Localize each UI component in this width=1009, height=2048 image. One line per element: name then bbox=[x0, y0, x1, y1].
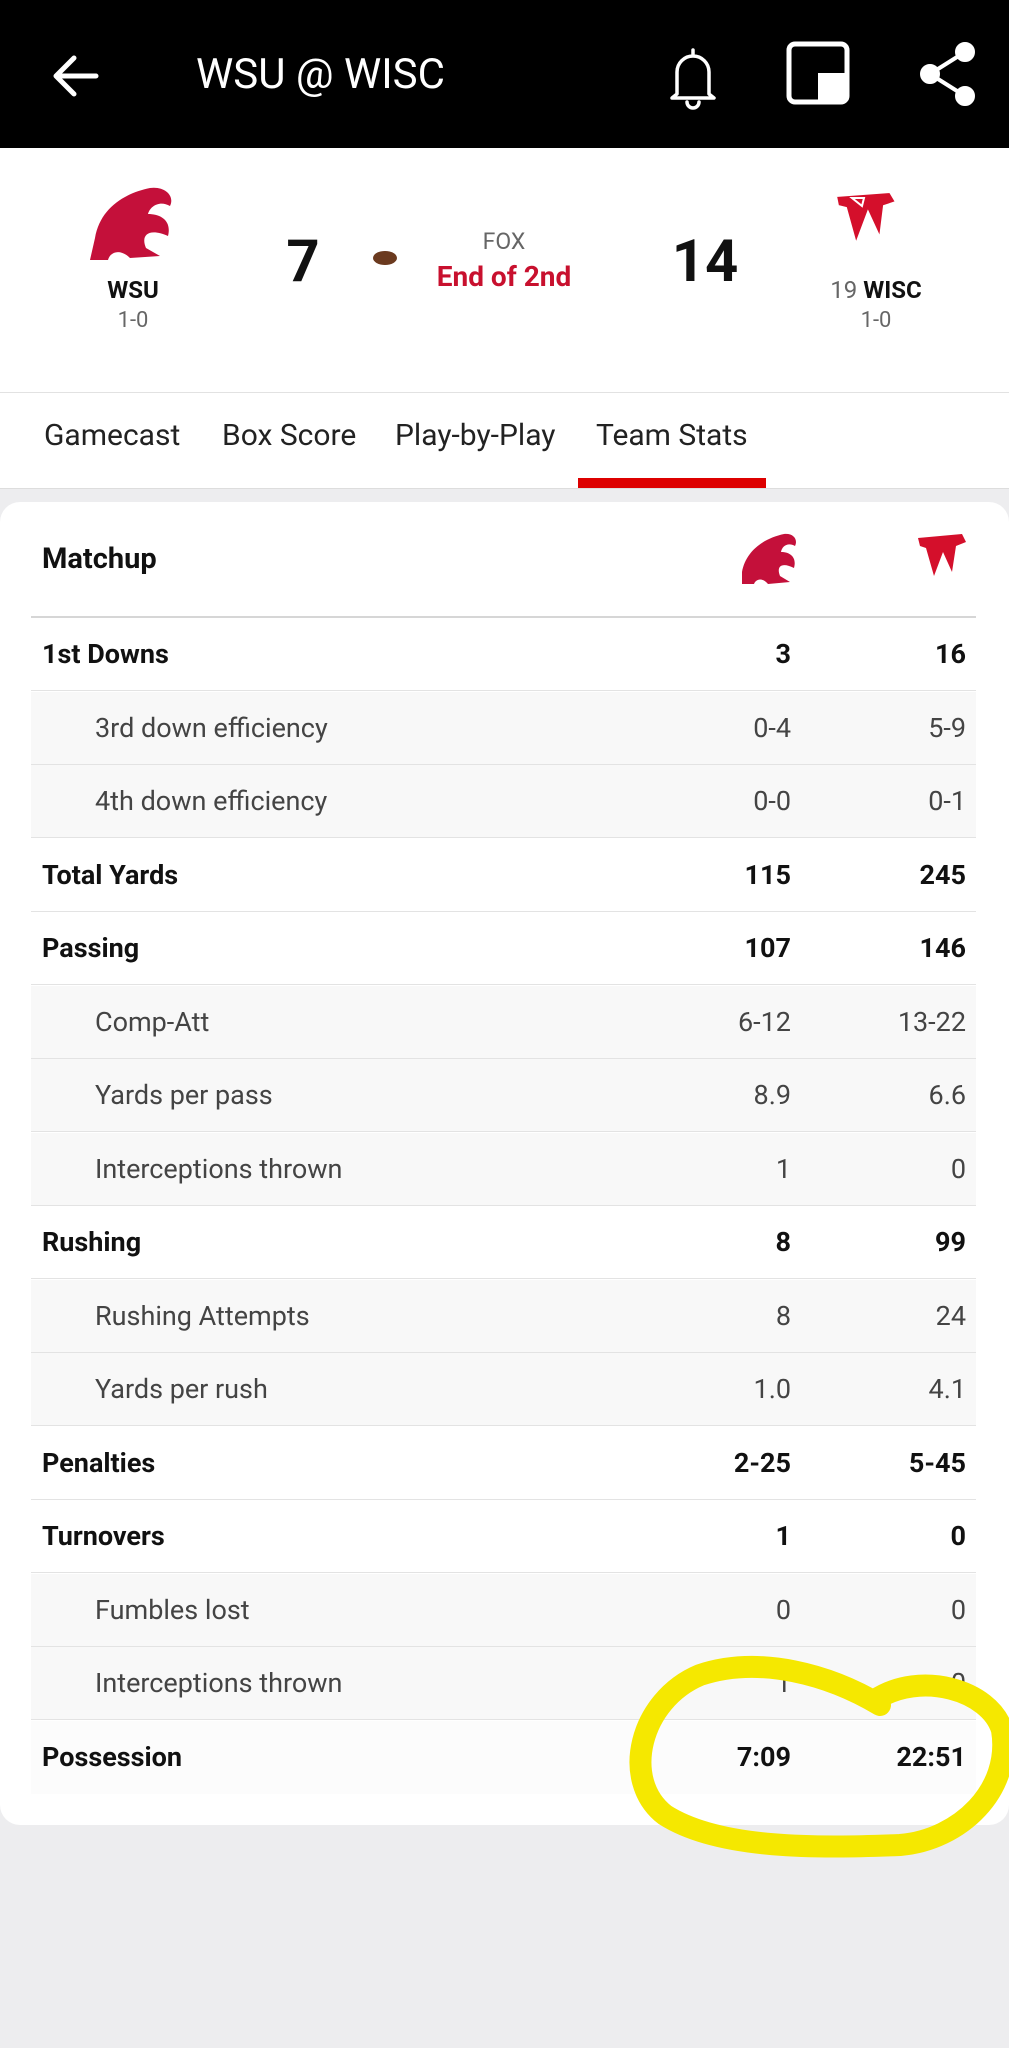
away-abbr: WSU bbox=[107, 276, 159, 304]
possession-football bbox=[373, 251, 397, 265]
stat-row: 4th down efficiency 0-0 0-1 bbox=[31, 765, 976, 838]
away-value: 1 bbox=[775, 1152, 791, 1185]
stat-label: Penalties bbox=[42, 1446, 156, 1479]
home-value: 0 bbox=[950, 1667, 966, 1699]
wisc-logo bbox=[834, 190, 898, 248]
stat-row: Yards per rush 1.0 4.1 bbox=[31, 1353, 976, 1426]
stat-label: 3rd down efficiency bbox=[95, 711, 328, 744]
stat-label: 4th down efficiency bbox=[95, 785, 328, 817]
game-status: End of 2nd bbox=[436, 260, 572, 293]
back-button[interactable] bbox=[53, 55, 99, 97]
stats-card: Matchup 1st Downs 3 16 3rd down efficiency 0… bbox=[0, 502, 1009, 1825]
pip-fill bbox=[818, 73, 847, 102]
tab[interactable]: Gamecast bbox=[44, 418, 181, 453]
scoreboard: WSU 1-0 7 FOX End of 2nd 14 19 WISC 1-0 bbox=[0, 148, 1009, 393]
away-value: 0 bbox=[775, 1593, 791, 1626]
away-value: 8 bbox=[775, 1299, 791, 1332]
stat-row: Fumbles lost 0 0 bbox=[31, 1573, 976, 1647]
home-value: 6.6 bbox=[928, 1079, 966, 1111]
stat-row: Rushing 8 99 bbox=[31, 1206, 976, 1279]
home-abbr: WISC bbox=[863, 276, 922, 304]
away-record: 1-0 bbox=[117, 308, 149, 333]
stat-label: Rushing bbox=[42, 1226, 142, 1258]
home-value: 146 bbox=[919, 932, 966, 964]
stat-label: Fumbles lost bbox=[95, 1593, 250, 1626]
share-button[interactable] bbox=[920, 42, 975, 106]
stat-row: Rushing Attempts 8 24 bbox=[31, 1279, 976, 1353]
tab[interactable]: Team Stats bbox=[596, 418, 748, 453]
tab[interactable]: Play-by-Play bbox=[395, 418, 556, 453]
home-value: 5-45 bbox=[908, 1446, 966, 1479]
stat-row: Total Yards 115 245 bbox=[31, 838, 976, 912]
away-value: 8.9 bbox=[753, 1079, 791, 1111]
stat-label: Passing bbox=[42, 932, 140, 964]
away-value: 6-12 bbox=[738, 1005, 791, 1038]
stat-row: Turnovers 1 0 bbox=[31, 1500, 976, 1573]
stat-row: Passing 107 146 bbox=[31, 912, 976, 985]
home-value: 16 bbox=[935, 638, 966, 670]
wsu-logo bbox=[90, 187, 172, 260]
away-score: 7 bbox=[286, 228, 320, 296]
home-rank: 19 bbox=[830, 276, 858, 304]
home-value: 5-9 bbox=[928, 711, 966, 744]
away-value: 115 bbox=[744, 858, 791, 891]
away-value: 1 bbox=[775, 1520, 792, 1552]
home-score: 14 bbox=[671, 228, 739, 296]
home-value: 13-22 bbox=[897, 1005, 966, 1038]
away-value: 8 bbox=[775, 1226, 792, 1258]
stat-row: Possession 7:09 22:51 bbox=[31, 1720, 976, 1794]
logos bbox=[90, 187, 898, 265]
app-bar: WSU @ WISC bbox=[0, 0, 1009, 148]
stats-title: Matchup bbox=[42, 542, 157, 576]
away-value: 107 bbox=[744, 932, 791, 964]
stat-label: 1st Downs bbox=[42, 638, 169, 670]
stat-row: Interceptions thrown 1 0 bbox=[31, 1647, 976, 1720]
stat-row: Interceptions thrown 1 0 bbox=[31, 1132, 976, 1206]
wisc-column-logo bbox=[918, 534, 966, 576]
tab-bar: Gamecast Box Score Play-by-Play Team Stats bbox=[0, 393, 1009, 489]
home-value: 0 bbox=[950, 1593, 966, 1626]
stat-label: Interceptions thrown bbox=[95, 1667, 343, 1699]
stat-label: Yards per rush bbox=[95, 1373, 268, 1405]
home-record: 1-0 bbox=[860, 308, 892, 333]
away-value: 7:09 bbox=[736, 1740, 791, 1773]
stat-row: 1st Downs 3 16 bbox=[31, 618, 976, 691]
wsu-column-logo bbox=[742, 533, 796, 584]
home-team: 19 WISC bbox=[830, 276, 921, 304]
stat-label: Interceptions thrown bbox=[95, 1152, 343, 1185]
home-value: 0 bbox=[950, 1152, 966, 1185]
home-value: 245 bbox=[919, 858, 966, 891]
away-value: 2-25 bbox=[733, 1446, 791, 1479]
home-value: 24 bbox=[935, 1299, 966, 1332]
stat-row: Penalties 2-25 5-45 bbox=[31, 1426, 976, 1500]
stat-label: Rushing Attempts bbox=[95, 1299, 310, 1332]
column-logos bbox=[31, 533, 976, 618]
home-value: 22:51 bbox=[896, 1740, 966, 1773]
tab[interactable]: Box Score bbox=[222, 418, 357, 453]
stat-row: 3rd down efficiency 0-4 5-9 bbox=[31, 691, 976, 765]
away-value: 1 bbox=[775, 1667, 791, 1699]
app-bar-icons bbox=[53, 41, 975, 110]
home-value: 99 bbox=[935, 1226, 966, 1258]
away-value: 3 bbox=[775, 638, 792, 670]
active-tab-indicator bbox=[578, 478, 766, 488]
notify-button[interactable] bbox=[670, 48, 716, 110]
stat-row: Yards per pass 8.9 6.6 bbox=[31, 1059, 976, 1132]
network: FOX bbox=[482, 228, 526, 255]
away-value: 0-0 bbox=[753, 785, 791, 817]
home-value: 4.1 bbox=[928, 1373, 966, 1405]
stat-label: Total Yards bbox=[42, 858, 179, 891]
stat-label: Possession bbox=[42, 1740, 183, 1773]
stat-row: Comp-Att 6-12 13-22 bbox=[31, 985, 976, 1059]
home-value: 0 bbox=[950, 1520, 967, 1552]
stat-label: Comp-Att bbox=[95, 1005, 210, 1038]
away-value: 1.0 bbox=[753, 1373, 791, 1405]
title: WSU @ WISC bbox=[196, 50, 445, 99]
stat-label: Turnovers bbox=[42, 1520, 165, 1552]
home-value: 0-1 bbox=[928, 785, 966, 817]
away-value: 0-4 bbox=[753, 711, 791, 744]
stat-label: Yards per pass bbox=[95, 1079, 273, 1111]
